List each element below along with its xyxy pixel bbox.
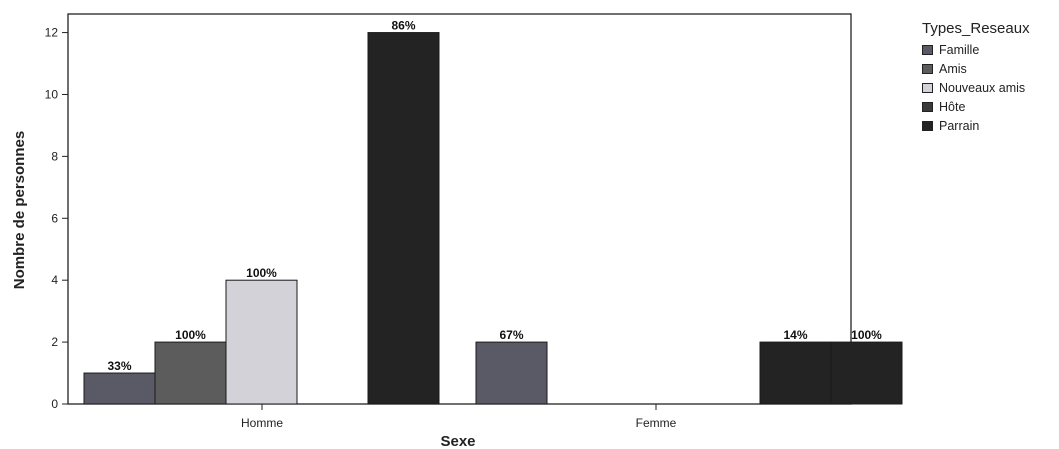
legend-swatch-nouveaux-amis bbox=[922, 82, 933, 93]
legend-item-nouveaux-amis: Nouveaux amis bbox=[922, 78, 1030, 97]
bar bbox=[475, 341, 548, 405]
y-tick-label: 4 bbox=[51, 273, 58, 287]
bar-data-label: 14% bbox=[783, 328, 807, 342]
bar-data-label: 100% bbox=[246, 266, 277, 280]
legend-item-hote: Hôte bbox=[922, 97, 1030, 116]
bar bbox=[225, 279, 298, 405]
bar-data-label: 100% bbox=[175, 328, 206, 342]
legend-swatch-amis bbox=[922, 63, 933, 74]
y-tick-label: 8 bbox=[51, 149, 58, 163]
y-tick-label: 6 bbox=[51, 211, 58, 225]
legend-title: Types_Reseaux bbox=[922, 20, 1030, 37]
legend-swatch-hote bbox=[922, 101, 933, 112]
legend-item-amis: Amis bbox=[922, 59, 1030, 78]
y-tick-label: 12 bbox=[45, 26, 59, 40]
legend-item-parrain: Parrain bbox=[922, 116, 1030, 135]
y-tick-label: 2 bbox=[51, 335, 58, 349]
legend-item-famille: Famille bbox=[922, 40, 1030, 59]
bar-data-label: 86% bbox=[391, 19, 415, 33]
legend-label-famille: Famille bbox=[939, 42, 980, 57]
y-axis-title: Nombre de personnes bbox=[11, 131, 28, 289]
x-tick-label: Homme bbox=[241, 416, 283, 430]
y-tick-label: 10 bbox=[45, 87, 59, 101]
y-tick-label: 0 bbox=[51, 397, 58, 411]
x-tick-label: Femme bbox=[636, 416, 677, 430]
bar bbox=[367, 32, 440, 405]
bar bbox=[83, 372, 156, 405]
bar-data-label: 100% bbox=[851, 328, 882, 342]
legend: Types_Reseaux Famille Amis Nouveaux amis… bbox=[922, 20, 1030, 135]
bar-data-label: 67% bbox=[499, 328, 523, 342]
legend-label-amis: Amis bbox=[939, 61, 967, 76]
bar bbox=[830, 341, 903, 405]
legend-label-hote: Hôte bbox=[939, 99, 966, 114]
bar bbox=[759, 341, 832, 405]
bar bbox=[154, 341, 227, 405]
legend-swatch-famille bbox=[922, 44, 933, 55]
x-axis-title: Sexe bbox=[440, 433, 475, 449]
legend-label-nouveaux-amis: Nouveaux amis bbox=[939, 80, 1026, 95]
plot-frame bbox=[67, 13, 852, 405]
bar-data-label: 33% bbox=[107, 359, 131, 373]
legend-label-parrain: Parrain bbox=[939, 118, 980, 133]
legend-swatch-parrain bbox=[922, 120, 933, 131]
